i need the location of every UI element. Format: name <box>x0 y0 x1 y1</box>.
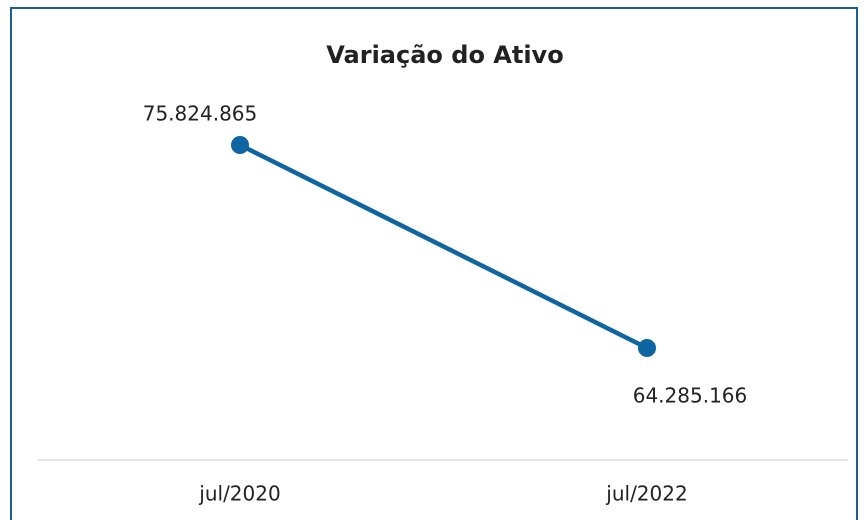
point <box>231 136 249 154</box>
line <box>238 142 649 351</box>
data-label: 64.285.166 <box>633 384 748 408</box>
chart-title: Variação do Ativo <box>326 41 563 69</box>
data-label: 75.824.865 <box>143 102 258 126</box>
point <box>638 339 656 357</box>
frame <box>10 7 858 520</box>
x-tick-label: jul/2020 <box>198 482 280 506</box>
x-tick-label: jul/2022 <box>605 482 687 506</box>
